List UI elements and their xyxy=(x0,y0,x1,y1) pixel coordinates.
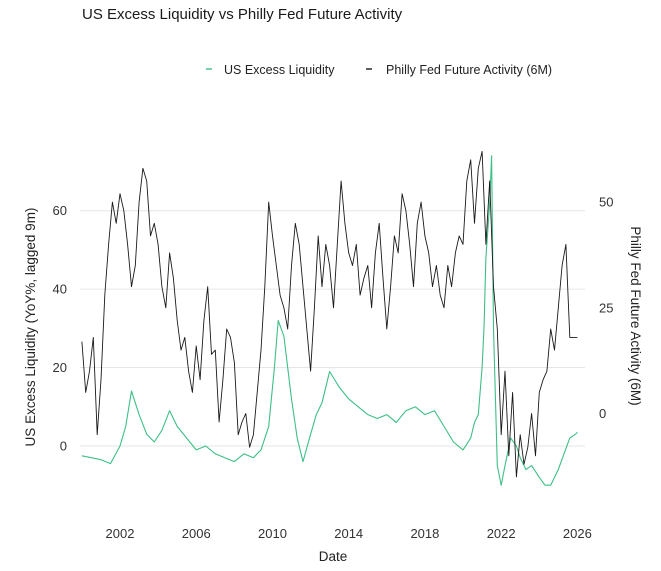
tick-labels: 0 20 40 60 0 25 50 2002 2006 2010 2014 2018 2022 2026 xyxy=(53,195,614,541)
x-tick-label: 2018 xyxy=(410,526,439,541)
y-right-tick-label: 50 xyxy=(599,195,613,210)
x-axis-label: Date xyxy=(319,549,348,564)
y-left-tick-label: 40 xyxy=(53,282,67,297)
x-tick-label: 2006 xyxy=(182,526,211,541)
series-line-philly-fed xyxy=(81,150,578,478)
y-left-tick-label: 0 xyxy=(60,438,67,453)
x-tick-label: 2010 xyxy=(258,526,287,541)
legend: US Excess Liquidity Philly Fed Future Ac… xyxy=(206,63,552,77)
series-line-excess-liquidity xyxy=(81,155,578,486)
x-tick-label: 2026 xyxy=(563,526,592,541)
y-left-tick-label: 60 xyxy=(53,203,67,218)
gridlines xyxy=(80,210,585,447)
y-axis-label-right: Philly Fed Future Activity (6M) xyxy=(628,226,643,405)
x-tick-label: 2002 xyxy=(106,526,135,541)
y-right-tick-label: 0 xyxy=(599,406,606,421)
y-right-tick-label: 25 xyxy=(599,300,613,315)
legend-label-philly-fed: Philly Fed Future Activity (6M) xyxy=(386,63,552,77)
series-layer xyxy=(81,150,578,486)
y-left-tick-label: 20 xyxy=(53,360,67,375)
legend-label-excess-liquidity: US Excess Liquidity xyxy=(224,63,335,77)
x-tick-label: 2022 xyxy=(487,526,516,541)
x-tick-label: 2014 xyxy=(334,526,363,541)
chart-title: US Excess Liquidity vs Philly Fed Future… xyxy=(82,6,403,23)
y-axis-label-left: US Excess Liquidity (YoY%, lagged 9m) xyxy=(23,208,38,447)
